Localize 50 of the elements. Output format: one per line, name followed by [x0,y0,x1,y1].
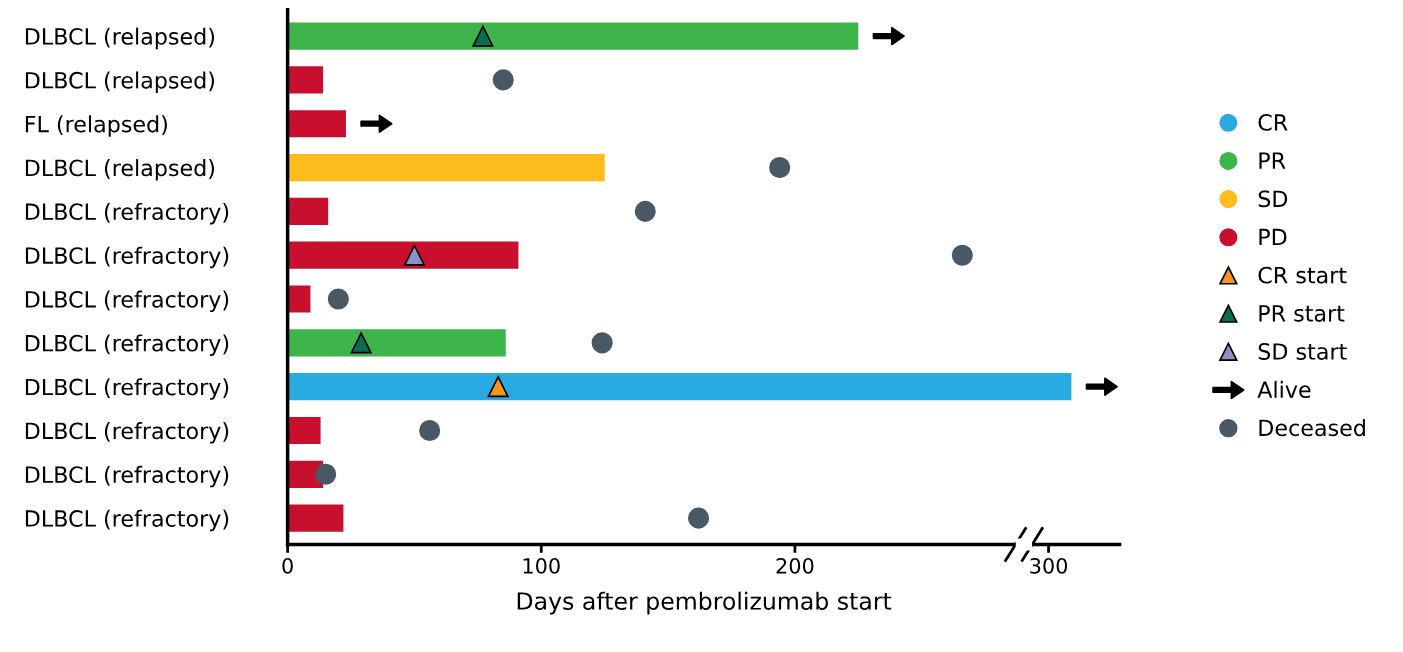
y-tick-label: DLBCL (refractory) [25,378,229,400]
x-tick-label: 200 [776,557,814,574]
legend-label: SD start [1258,343,1347,360]
bar [287,373,1072,401]
point [687,507,710,529]
legend-label: PR start [1259,305,1345,322]
x-tick-label: 300 [1030,557,1068,574]
y-tick-label: DLBCL (refractory) [25,422,229,444]
point [350,332,372,354]
point [487,376,509,398]
y-tick-label: DLBCL (refractory) [25,290,229,313]
point [591,332,613,354]
bar [287,22,859,50]
legend-label: PD [1259,228,1287,246]
point [315,463,337,485]
point [951,244,973,266]
y-tick-label: DLBCL (refractory) [25,246,229,269]
x-axis-title: Days after pembrolizumab start [517,591,892,615]
y-tick-label: DLBCL (relapsed) [25,71,215,93]
bar [287,285,311,313]
y-tick-label: DLBCL (refractory) [25,334,229,356]
x-tick-label: 0 [282,557,293,574]
bar [287,416,321,445]
y-tick-label: DLBCL (relapsed) [25,27,215,50]
x-tick-label: 100 [523,557,560,574]
y-tick-label: DLBCL (refractory) [25,465,229,488]
y-tick-label: FL (relapsed) [25,115,167,137]
legend-label: CR [1258,114,1288,131]
point [327,288,349,310]
point [403,244,425,266]
bar [287,197,329,225]
bar [287,110,346,138]
legend-label: PR [1259,152,1286,169]
point [492,69,514,91]
bar [287,241,519,269]
legend-label: Alive [1257,380,1311,399]
point [769,156,791,179]
bar [287,153,605,182]
bar [287,504,344,532]
legend-label: SD [1258,190,1288,208]
point [419,419,441,442]
legend-label: Deceased [1259,419,1365,437]
y-tick-label: DLBCL (refractory) [25,509,229,532]
bar [287,66,324,94]
point [634,200,656,222]
legend-label: CR start [1258,266,1347,284]
y-tick-label: DLBCL (relapsed) [25,159,215,181]
y-tick-label: DLBCL (refractory) [25,202,229,225]
bar [287,329,506,357]
point [472,25,494,47]
